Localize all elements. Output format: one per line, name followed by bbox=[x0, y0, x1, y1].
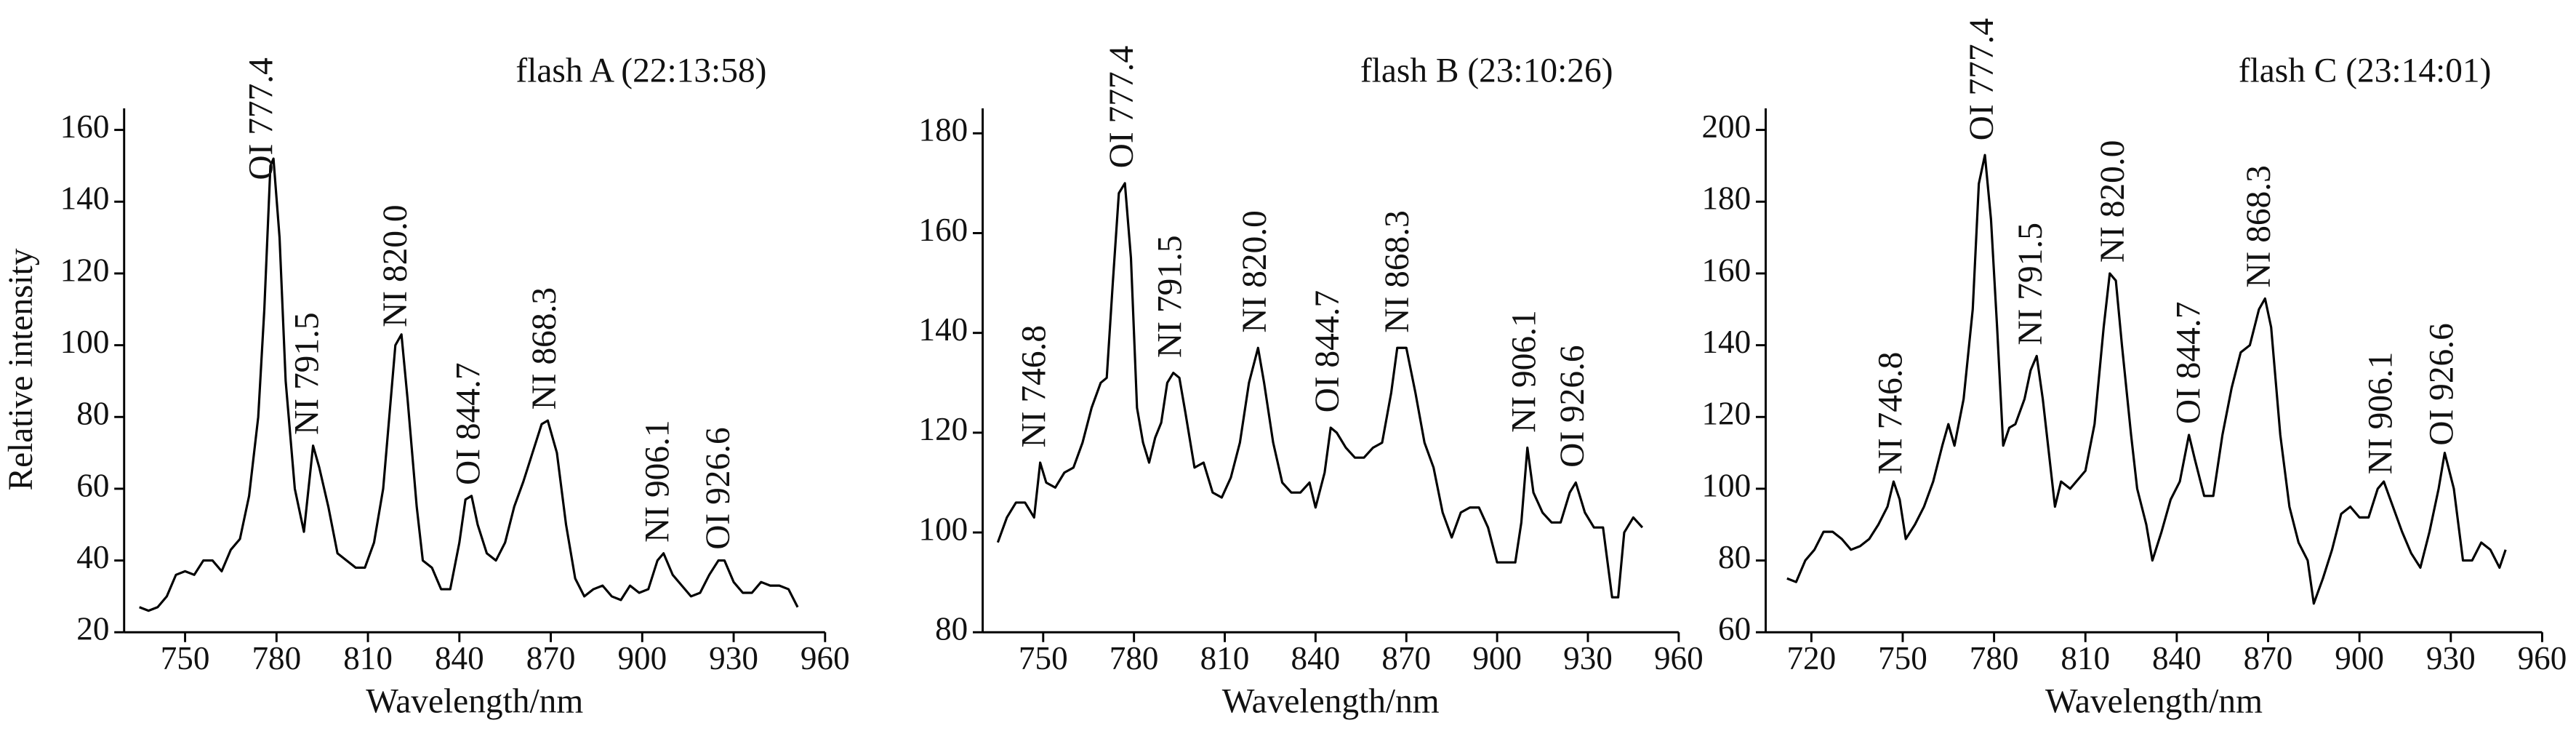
y-tick-label: 80 bbox=[76, 396, 109, 432]
y-tick-label: 180 bbox=[1701, 180, 1751, 217]
peak-label: NI 906.1 bbox=[1506, 310, 1544, 433]
y-tick-label: 160 bbox=[1701, 252, 1751, 288]
x-tick-label: 780 bbox=[252, 640, 301, 676]
y-tick-label: 140 bbox=[1701, 324, 1751, 360]
peak-label: OI 926.6 bbox=[1554, 345, 1592, 468]
peak-label: OI 777.4 bbox=[1963, 18, 2001, 141]
y-tick-label: 180 bbox=[919, 112, 968, 148]
y-axis-label: Relative intensity bbox=[2, 248, 40, 490]
peak-label: OI 777.4 bbox=[242, 57, 280, 180]
x-tick-label: 840 bbox=[2152, 640, 2202, 676]
x-tick-label: 810 bbox=[1200, 640, 1250, 676]
y-tick-label: 140 bbox=[60, 180, 110, 217]
y-tick-label: 80 bbox=[935, 611, 968, 647]
spectrum-line bbox=[1786, 153, 2507, 605]
x-tick-label: 900 bbox=[2335, 640, 2384, 676]
x-tick-label: 750 bbox=[1878, 640, 1927, 676]
y-tick-label: 20 bbox=[76, 611, 109, 647]
x-tick-label: 870 bbox=[526, 640, 576, 676]
spectrum-line bbox=[996, 182, 1644, 599]
x-tick-label: 720 bbox=[1786, 640, 1836, 676]
x-tick-label: 870 bbox=[2244, 640, 2293, 676]
peak-label: NI 820.0 bbox=[2094, 140, 2132, 263]
y-tick-label: 100 bbox=[60, 324, 110, 360]
peak-label: NI 820.0 bbox=[377, 204, 414, 327]
peak-label: NI 820.0 bbox=[1236, 210, 1274, 333]
x-tick-label: 870 bbox=[1381, 640, 1431, 676]
chart-title: flash A (22:13:58) bbox=[515, 52, 766, 89]
peak-label: NI 791.5 bbox=[2012, 223, 2050, 345]
peak-label: OI 777.4 bbox=[1103, 46, 1141, 169]
y-tick-label: 160 bbox=[919, 212, 968, 248]
chart-title: flash B (23:10:26) bbox=[1360, 52, 1613, 89]
peak-label: NI 906.1 bbox=[2362, 352, 2400, 475]
peak-label: NI 868.3 bbox=[526, 287, 563, 410]
x-axis-label: Wavelength/nm bbox=[366, 682, 583, 720]
y-tick-label: 160 bbox=[60, 108, 110, 145]
x-axis-label: Wavelength/nm bbox=[2045, 682, 2263, 720]
peak-label: NI 791.5 bbox=[1152, 235, 1189, 358]
peak-label: OI 844.7 bbox=[2170, 302, 2208, 425]
x-tick-label: 810 bbox=[2061, 640, 2110, 676]
y-tick-label: 120 bbox=[1701, 396, 1751, 432]
peak-label: NI 906.1 bbox=[638, 420, 676, 543]
x-tick-label: 930 bbox=[1563, 640, 1613, 676]
x-tick-label: 930 bbox=[709, 640, 758, 676]
x-tick-label: 960 bbox=[1654, 640, 1704, 676]
peak-label: NI 868.3 bbox=[2240, 165, 2278, 288]
peak-label: NI 791.5 bbox=[288, 312, 326, 435]
x-axis-label: Wavelength/nm bbox=[1222, 682, 1440, 720]
peak-label: OI 926.6 bbox=[2423, 323, 2460, 446]
chart-title: flash C (23:14:01) bbox=[2239, 52, 2492, 89]
x-tick-label: 810 bbox=[343, 640, 393, 676]
x-tick-label: 960 bbox=[801, 640, 850, 676]
x-tick-label: 840 bbox=[1291, 640, 1341, 676]
peak-label: OI 926.6 bbox=[699, 427, 737, 550]
x-tick-label: 900 bbox=[1472, 640, 1522, 676]
peak-label: NI 746.8 bbox=[1015, 325, 1053, 448]
y-tick-label: 60 bbox=[1718, 611, 1751, 647]
peak-label: OI 844.7 bbox=[449, 362, 487, 485]
spectrum-line bbox=[139, 157, 799, 612]
x-tick-label: 780 bbox=[1110, 640, 1159, 676]
y-tick-label: 140 bbox=[919, 311, 968, 348]
y-tick-label: 120 bbox=[919, 411, 968, 447]
y-tick-label: 120 bbox=[60, 252, 110, 288]
peak-label: NI 868.3 bbox=[1379, 210, 1416, 333]
x-tick-label: 750 bbox=[1019, 640, 1068, 676]
y-tick-label: 200 bbox=[1701, 108, 1751, 145]
y-tick-label: 60 bbox=[76, 467, 109, 503]
x-tick-label: 930 bbox=[2426, 640, 2476, 676]
y-tick-label: 80 bbox=[1718, 539, 1751, 575]
y-tick-label: 100 bbox=[919, 511, 968, 547]
x-tick-label: 780 bbox=[1970, 640, 2019, 676]
peak-label: NI 746.8 bbox=[1871, 352, 1909, 475]
x-tick-label: 960 bbox=[2518, 640, 2567, 676]
x-tick-label: 840 bbox=[435, 640, 484, 676]
x-tick-label: 750 bbox=[161, 640, 210, 676]
peak-label: OI 844.7 bbox=[1309, 290, 1347, 413]
x-tick-label: 900 bbox=[617, 640, 667, 676]
y-tick-label: 40 bbox=[76, 539, 109, 575]
y-tick-label: 100 bbox=[1701, 467, 1751, 503]
